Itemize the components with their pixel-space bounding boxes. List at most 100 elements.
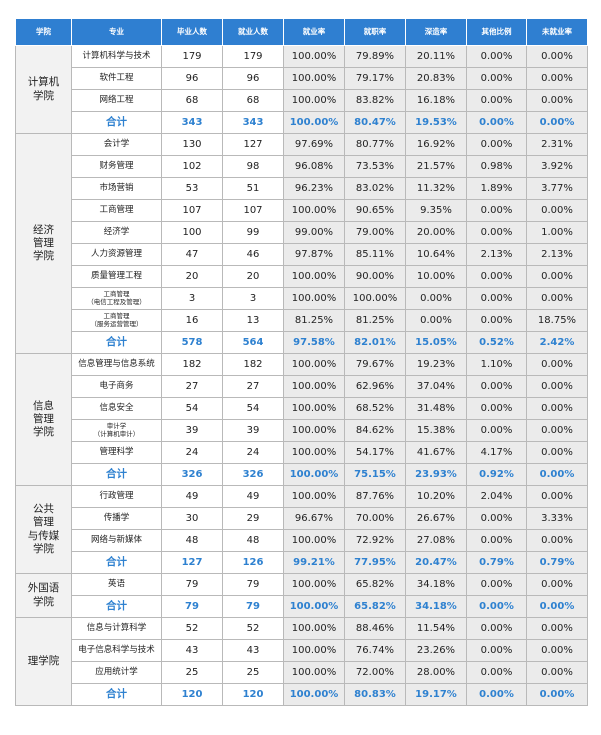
further-study-rate-cell: 10.00% xyxy=(405,265,467,288)
major-cell: 软件工程 xyxy=(71,67,162,90)
total-row: 合计 343 343 100.00% 80.47% 19.53% 0.00% 0.00% xyxy=(16,111,588,134)
job-rate-cell: 62.96% xyxy=(344,375,406,398)
employment-rate-cell: 97.69% xyxy=(283,133,345,156)
job-rate-cell: 83.82% xyxy=(344,89,406,112)
further-study-rate-cell: 20.00% xyxy=(405,221,467,244)
further-study-rate-cell: 16.18% xyxy=(405,89,467,112)
job-rate-cell: 68.52% xyxy=(344,397,406,420)
graduates-cell: 182 xyxy=(161,353,223,376)
major-cell: 应用统计学 xyxy=(71,661,162,684)
other-ratio-cell: 0.00% xyxy=(466,397,527,420)
employed-cell: 126 xyxy=(222,551,284,574)
employment-rate-cell: 100.00% xyxy=(283,353,345,376)
unemployment-rate-cell: 0.00% xyxy=(526,375,588,398)
unemployment-rate-cell: 0.00% xyxy=(526,89,588,112)
table-body: 计算机 学院 计算机科学与技术 179 179 100.00% 79.89% 20.11% 0.… xyxy=(15,45,588,706)
unemployment-rate-cell: 0.00% xyxy=(526,287,588,310)
major-cell: 电子信息科学与技术 xyxy=(71,639,162,662)
table-row: 电子信息科学与技术 43 43 100.00% 76.74% 23.26% 0.00% 0.0… xyxy=(16,639,588,662)
graduates-cell: 343 xyxy=(161,111,223,134)
employment-rate-cell: 100.00% xyxy=(283,661,345,684)
unemployment-rate-cell: 0.00% xyxy=(526,111,588,134)
major-cell: 审计学 （计算机审计） xyxy=(71,419,162,442)
major-cell: 网络与新媒体 xyxy=(71,529,162,552)
unemployment-rate-cell: 0.00% xyxy=(526,485,588,508)
job-rate-cell: 100.00% xyxy=(344,287,406,310)
other-ratio-cell: 0.00% xyxy=(466,529,527,552)
college-name-line: 管理 xyxy=(33,516,54,529)
other-ratio-cell: 0.00% xyxy=(466,265,527,288)
further-study-rate-cell: 20.11% xyxy=(405,45,467,68)
graduates-cell: 68 xyxy=(161,89,223,112)
graduates-cell: 48 xyxy=(161,529,223,552)
table-row: 市场营销 53 51 96.23% 83.02% 11.32% 1.89% 3.77% xyxy=(16,177,588,200)
header-employed: 就业人数 xyxy=(222,18,284,46)
further-study-rate-cell: 9.35% xyxy=(405,199,467,222)
major-name-line: 会计学 xyxy=(103,138,130,149)
employed-cell: 43 xyxy=(222,639,284,662)
table-row: 质量管理工程 20 20 100.00% 90.00% 10.00% 0.00% 0.00% xyxy=(16,265,588,288)
major-cell: 市场营销 xyxy=(71,177,162,200)
table-row: 外国语 学院 英语 79 79 100.00% 65.82% 34.18% 0.00% 0.00% xyxy=(15,573,588,618)
further-study-rate-cell: 19.17% xyxy=(405,683,467,706)
major-name-line: 传播学 xyxy=(103,512,130,523)
other-ratio-cell: 0.00% xyxy=(466,573,527,596)
other-ratio-cell: 0.00% xyxy=(466,287,527,310)
major-name-line: （服务运营管理） xyxy=(90,319,143,328)
major-cell: 行政管理 xyxy=(71,485,162,508)
employed-cell: 48 xyxy=(222,529,284,552)
college-name-line: 管理 xyxy=(33,236,54,249)
table-row: 经济 管理 学院 会计学 130 127 97.69% 80.77% 16.92% 0.00% 2.… xyxy=(15,133,588,354)
employment-table: 学院 专业 毕业人数 就业人数 就业率 就职率 深造率 其他比例 未就业率 计算… xyxy=(15,18,588,706)
graduates-cell: 24 xyxy=(161,441,223,464)
table-row: 软件工程 96 96 100.00% 79.17% 20.83% 0.00% 0.00% xyxy=(16,67,588,90)
job-rate-cell: 79.00% xyxy=(344,221,406,244)
graduates-cell: 30 xyxy=(161,507,223,530)
unemployment-rate-cell: 0.00% xyxy=(526,199,588,222)
table-row: 工商管理 （服务运营管理） 16 13 81.25% 81.25% 0.00% 0.00% 18… xyxy=(16,309,588,332)
table-row: 电子商务 27 27 100.00% 62.96% 37.04% 0.00% 0.00% xyxy=(16,375,588,398)
unemployment-rate-cell: 0.00% xyxy=(526,661,588,684)
further-study-rate-cell: 10.64% xyxy=(405,243,467,266)
employed-cell: 49 xyxy=(222,485,284,508)
employment-rate-cell: 100.00% xyxy=(283,639,345,662)
job-rate-cell: 90.65% xyxy=(344,199,406,222)
major-cell: 工商管理 （电信工程及管理） xyxy=(71,287,162,310)
employment-rate-cell: 100.00% xyxy=(283,617,345,640)
graduates-cell: 326 xyxy=(161,463,223,486)
other-ratio-cell: 0.92% xyxy=(466,463,527,486)
college-name-line: 学院 xyxy=(33,89,54,102)
graduates-cell: 39 xyxy=(161,419,223,442)
job-rate-cell: 85.11% xyxy=(344,243,406,266)
job-rate-cell: 65.82% xyxy=(344,573,406,596)
table-row: 工商管理 107 107 100.00% 90.65% 9.35% 0.00% 0.00% xyxy=(16,199,588,222)
further-study-rate-cell: 23.93% xyxy=(405,463,467,486)
other-ratio-cell: 0.00% xyxy=(466,595,527,618)
major-name-line: 英语 xyxy=(107,578,125,589)
major-cell: 管理科学 xyxy=(71,441,162,464)
job-rate-cell: 82.01% xyxy=(344,331,406,354)
unemployment-rate-cell: 0.00% xyxy=(526,617,588,640)
employment-rate-cell: 97.87% xyxy=(283,243,345,266)
employment-rate-cell: 100.00% xyxy=(283,265,345,288)
employed-cell: 54 xyxy=(222,397,284,420)
employment-table-container: 学院 专业 毕业人数 就业人数 就业率 就职率 深造率 其他比例 未就业率 计算… xyxy=(15,18,588,706)
employed-cell: 343 xyxy=(222,111,284,134)
table-row: 网络工程 68 68 100.00% 83.82% 16.18% 0.00% 0.00% xyxy=(16,89,588,112)
major-name-line: 财务管理 xyxy=(99,160,134,171)
graduates-cell: 52 xyxy=(161,617,223,640)
other-ratio-cell: 0.00% xyxy=(466,507,527,530)
total-label: 合计 xyxy=(71,683,162,706)
further-study-rate-cell: 31.48% xyxy=(405,397,467,420)
graduates-cell: 100 xyxy=(161,221,223,244)
employment-rate-cell: 100.00% xyxy=(283,595,345,618)
graduates-cell: 53 xyxy=(161,177,223,200)
header-graduates: 毕业人数 xyxy=(161,18,223,46)
graduates-cell: 79 xyxy=(161,595,223,618)
other-ratio-cell: 2.13% xyxy=(466,243,527,266)
job-rate-cell: 54.17% xyxy=(344,441,406,464)
other-ratio-cell: 0.00% xyxy=(466,661,527,684)
job-rate-cell: 79.67% xyxy=(344,353,406,376)
major-cell: 英语 xyxy=(71,573,162,596)
table-row: 人力资源管理 47 46 97.87% 85.11% 10.64% 2.13% 2.13% xyxy=(16,243,588,266)
